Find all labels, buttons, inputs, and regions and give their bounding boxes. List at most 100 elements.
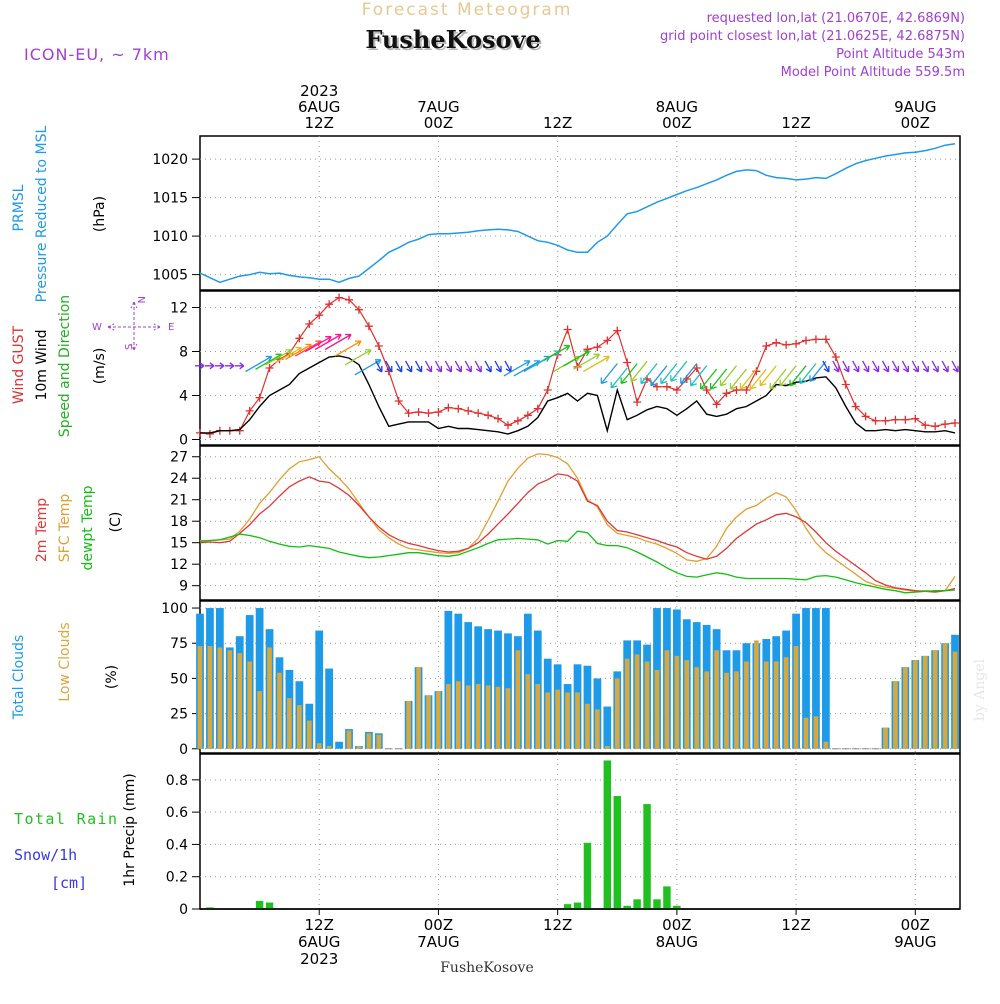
gust-marker — [374, 342, 383, 350]
rain-bar — [206, 907, 214, 909]
wind-direction-arrow — [610, 367, 628, 389]
low-clouds-bar — [714, 650, 719, 749]
rain-bar — [613, 795, 621, 909]
rain-bar — [255, 900, 264, 909]
clouds-ytick-label: 0 — [179, 742, 188, 758]
wind-direction-arrow — [304, 336, 332, 353]
gust-marker — [513, 416, 522, 425]
precip-plot: 0 0.2 0.4 0.6 0.8 — [166, 753, 961, 918]
gust-marker — [881, 416, 890, 425]
low-clouds-bar — [634, 654, 640, 749]
snow-unit-label: [cm] — [51, 874, 87, 892]
wind-direction-arrow — [224, 362, 235, 370]
wind-direction-arrow — [931, 360, 939, 373]
gust-marker — [454, 404, 463, 413]
gust-marker — [444, 403, 453, 412]
wind-direction-arrow — [494, 360, 502, 373]
total-clouds-bar — [812, 608, 820, 749]
gust-marker — [414, 408, 423, 416]
gust-marker — [325, 300, 334, 309]
bottom-time-label: 12Z — [781, 916, 810, 934]
wind-direction-arrow — [395, 360, 403, 373]
bottom-time-label: 7AUG — [417, 933, 459, 951]
wind-direction-arrow — [700, 368, 718, 390]
gust-marker — [623, 358, 632, 367]
t2m-line — [199, 473, 956, 593]
low-clouds-bar — [932, 650, 938, 749]
gust-marker — [911, 414, 920, 423]
rain-bar — [653, 899, 661, 909]
low-clouds-bar — [823, 741, 829, 749]
gust-marker — [891, 415, 900, 424]
wind-direction-arrow — [842, 360, 850, 373]
wind-direction-arrow — [951, 360, 959, 373]
gust-marker — [802, 336, 811, 345]
temp-ytick-label: 24 — [170, 471, 188, 487]
low-clouds-bar — [565, 692, 570, 749]
temp-dewpt-label: dewpt Temp — [80, 485, 96, 570]
compass-s: S — [124, 344, 135, 350]
pressure-label-1: PRMSL — [11, 184, 27, 231]
gust-marker — [941, 420, 950, 429]
clouds-plot: 0 25 50 75 100 — [161, 600, 961, 758]
gust-marker — [543, 386, 552, 394]
total-rain-label: Total Rain — [14, 810, 118, 828]
temp-unit: (C) — [108, 512, 124, 533]
wind-direction-arrow — [680, 363, 698, 385]
precip-ytick-label: 0.8 — [166, 773, 188, 789]
low-clouds-bar — [704, 671, 709, 749]
gust-marker — [931, 422, 940, 431]
model-altitude: Model Point Altitude 559.5m — [781, 65, 965, 80]
low-clouds-bar — [446, 684, 451, 749]
compass-arrows — [107, 301, 161, 351]
gust-marker — [474, 409, 483, 418]
wind-panel: Wind GUST 10m Wind Speed and Direction (… — [11, 290, 961, 449]
wind-direction-arrow — [822, 360, 830, 373]
clouds-panel: Total Clouds Low Clouds (%) 0 25 50 75 100 — [11, 600, 961, 758]
gust-marker — [841, 380, 850, 389]
wind-direction-arrow — [234, 362, 245, 370]
low-clouds-bar — [734, 671, 739, 749]
wind-direction-arrow — [871, 360, 880, 373]
gust-marker — [503, 421, 512, 430]
wind-10m-label: 10m Wind — [34, 329, 50, 400]
low-clouds-bar — [912, 660, 918, 749]
low-clouds-bar — [595, 709, 600, 749]
bottom-time-label: 12Z — [543, 916, 572, 934]
low-clouds-bar — [754, 640, 759, 749]
temp-ytick-label: 12 — [170, 557, 188, 573]
pressure-plot: 1005 1010 1015 1020 — [152, 135, 961, 291]
low-clouds-bar — [793, 646, 799, 749]
compass-w: W — [92, 322, 102, 333]
low-clouds-bar — [575, 692, 580, 749]
wind-direction-arrow — [504, 360, 512, 373]
low-clouds-bar — [803, 717, 809, 749]
bottom-time-label: 8AUG — [656, 933, 698, 951]
wind-direction-arrow — [344, 349, 372, 366]
gust-marker — [305, 320, 314, 328]
wind-direction-arrow — [620, 363, 638, 385]
rain-bar — [573, 902, 582, 909]
wind-direction-arrow — [921, 360, 929, 373]
wind-direction-arrow — [799, 363, 817, 385]
gust-marker — [752, 367, 761, 376]
gust-marker — [782, 340, 791, 349]
snow-label: Snow/1h — [14, 846, 77, 864]
wind-direction-arrow — [852, 360, 860, 373]
gust-marker — [394, 397, 403, 405]
low-clouds-bar — [644, 661, 650, 749]
low-clouds-bar — [922, 655, 928, 749]
gust-marker — [821, 335, 830, 344]
rain-bar — [603, 760, 612, 909]
clouds-ytick-label: 50 — [170, 671, 188, 687]
precip-unit: 1hr Precip (mm) — [122, 773, 138, 886]
gust-marker — [613, 326, 622, 335]
rain-bar — [623, 905, 631, 909]
total-clouds-bar — [325, 668, 334, 749]
wind-direction-arrow — [670, 360, 688, 382]
footer-location: FusheKosove — [440, 960, 534, 976]
gust-marker — [901, 415, 910, 424]
low-clouds-bar — [356, 745, 362, 749]
gust-marker — [255, 393, 264, 402]
